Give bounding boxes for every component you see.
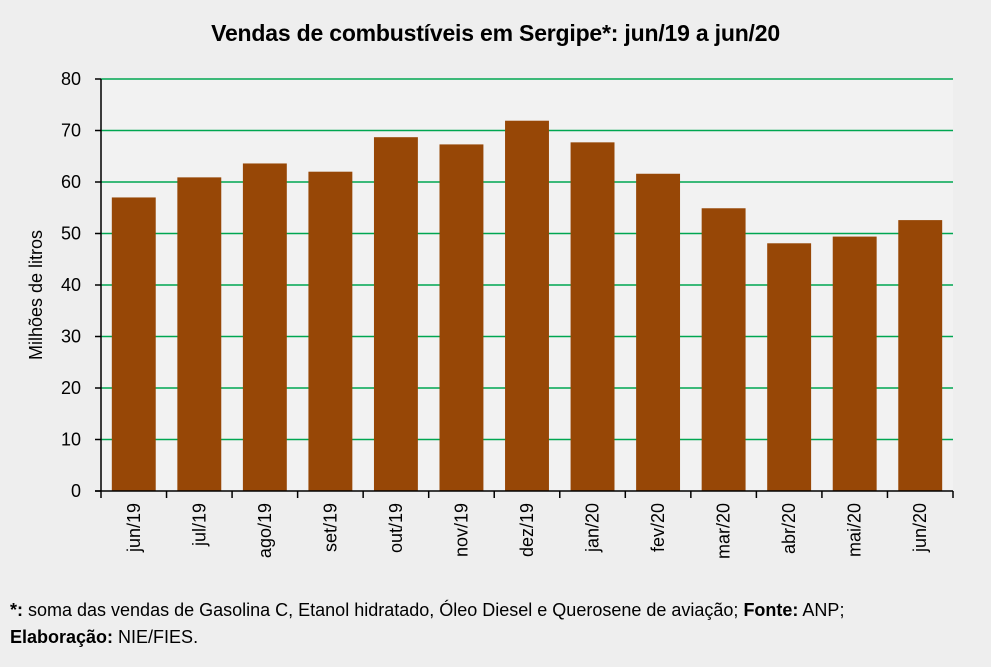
x-tick-label-out-19: out/19 (386, 503, 406, 553)
bar-abr-20 (767, 243, 812, 491)
bar-chart: 0 10 20 30 40 50 60 70 80 jun/19 jul/19 ago/19 set/… (26, 69, 954, 559)
footnote: *: soma das vendas de Gasolina C, Etanol… (10, 597, 985, 651)
bar-jan-20 (570, 142, 615, 491)
x-tick-label-ago-19: ago/19 (255, 503, 275, 558)
footnote-elaboration-value: NIE/FIES. (113, 627, 199, 647)
x-tick-label-set-19: set/19 (320, 503, 340, 552)
x-tick-label-fev-20: fev/20 (648, 503, 668, 552)
x-tick-label-nov-19: nov/19 (451, 503, 471, 557)
x-tick-label-mai-20: mai/20 (845, 503, 865, 557)
footnote-source-value: ANP; (798, 600, 845, 620)
bar-set-19 (308, 171, 353, 491)
footnote-description: soma das vendas de Gasolina C, Etanol hi… (23, 600, 744, 620)
footnote-star-label: *: (10, 600, 23, 620)
bar-jun-20 (898, 220, 943, 492)
y-tick-label-20: 20 (61, 378, 81, 398)
y-tick-label-80: 80 (61, 69, 81, 89)
x-tick-label-jun-20: jun/20 (910, 503, 930, 553)
x-tick-label-mar-20: mar/20 (714, 503, 734, 559)
axes (95, 78, 954, 498)
bar-out-19 (373, 137, 418, 491)
x-tick-label-dez-19: dez/19 (517, 503, 537, 557)
bar-dez-19 (505, 120, 549, 491)
y-tick-label-10: 10 (61, 430, 81, 450)
y-tick-labels: 0 10 20 30 40 50 60 70 80 (61, 69, 81, 501)
y-tick-label-50: 50 (61, 224, 81, 244)
bars (111, 120, 943, 492)
bar-ago-19 (242, 163, 287, 491)
bar-mar-20 (701, 208, 746, 491)
x-tick-label-abr-20: abr/20 (779, 503, 799, 554)
y-axis-label: Milhões de litros (26, 230, 46, 360)
x-tick-label-jan-20: jan/20 (583, 503, 603, 553)
y-tick-label-40: 40 (61, 275, 81, 295)
footnote-source-label: Fonte: (743, 600, 799, 620)
x-tick-label-jun-19: jun/19 (124, 503, 144, 553)
y-tick-label-70: 70 (61, 121, 81, 141)
x-tick-label-jul-19: jul/19 (189, 503, 209, 547)
y-tick-label-60: 60 (61, 172, 81, 192)
y-tick-label-30: 30 (61, 327, 81, 347)
x-tick-labels: jun/19 jul/19 ago/19 set/19 out/19 nov/19 dez/… (124, 503, 930, 559)
bar-jul-19 (177, 177, 222, 492)
bar-jun-19 (111, 197, 156, 491)
footnote-elaboration-label: Elaboração: (10, 627, 114, 647)
bar-fev-20 (636, 173, 681, 491)
bar-mai-20 (832, 236, 877, 491)
chart-title: Vendas de combustíveis em Sergipe*: jun/… (211, 20, 780, 46)
y-tick-label-0: 0 (71, 481, 81, 501)
bar-nov-19 (439, 144, 484, 491)
